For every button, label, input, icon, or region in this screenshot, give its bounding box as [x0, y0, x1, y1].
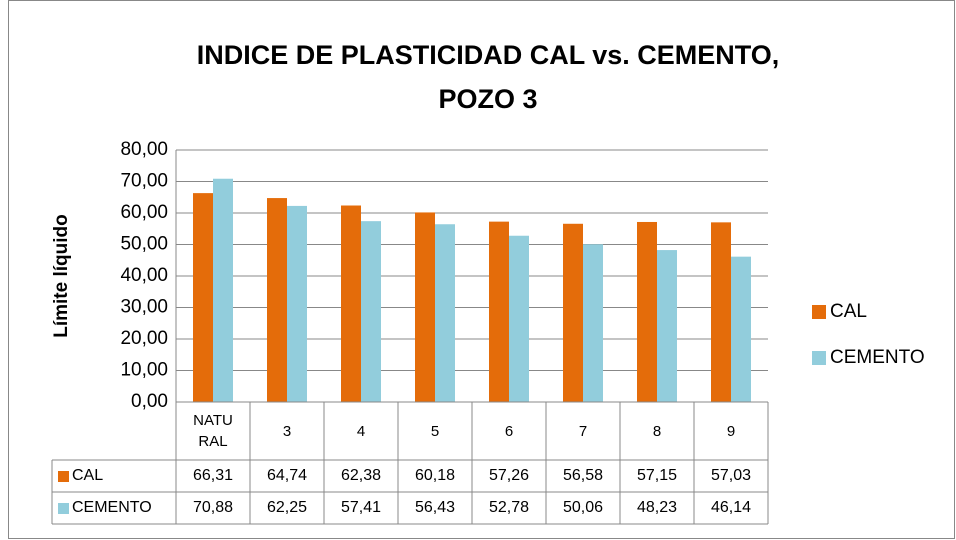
- x-tick-label: NATURAL: [193, 412, 233, 450]
- table-value: 57,41: [341, 499, 381, 516]
- table-legend-key: [58, 471, 69, 482]
- legend-label: CEMENTO: [830, 347, 925, 368]
- bar: [489, 221, 509, 402]
- chart-title: INDICE DE PLASTICIDAD CAL vs. CEMENTO,: [197, 40, 780, 70]
- y-tick-label: 0,00: [131, 391, 168, 412]
- table-row-label: CEMENTO: [72, 499, 152, 516]
- table-legend-key: [58, 503, 69, 514]
- y-tick-label: 80,00: [120, 139, 168, 160]
- x-tick-label: 3: [282, 422, 292, 440]
- x-tick-label: 7: [578, 422, 588, 440]
- bar: [435, 224, 455, 402]
- x-tick-label-box: 9: [726, 422, 736, 440]
- table-value: 57,03: [711, 467, 751, 484]
- bar: [563, 223, 583, 402]
- x-tick-label-box: 4: [356, 422, 366, 440]
- chart-border: [8, 0, 955, 539]
- x-tick-label: 6: [504, 422, 514, 440]
- bar: [193, 193, 213, 402]
- bar: [361, 221, 381, 402]
- table-value: 62,38: [341, 467, 381, 484]
- table-value: 56,43: [415, 499, 455, 516]
- table-value: 50,06: [563, 499, 603, 516]
- x-tick-label-box: NATURAL: [193, 412, 233, 450]
- chart-title: POZO 3: [438, 84, 537, 114]
- bar: [657, 250, 677, 402]
- x-tick-label-box: 7: [578, 422, 588, 440]
- y-tick-label: 70,00: [120, 171, 168, 192]
- table-value: 56,58: [563, 467, 603, 484]
- x-tick-label: 4: [356, 422, 366, 440]
- y-axis-label: Límite líquido: [51, 214, 72, 338]
- bar: [267, 198, 287, 402]
- x-tick-label: 5: [430, 422, 440, 440]
- table-value: 52,78: [489, 499, 529, 516]
- table-value: 46,14: [711, 499, 751, 516]
- y-tick-label: 50,00: [120, 234, 168, 255]
- legend-label: CAL: [830, 301, 867, 322]
- table-value: 48,23: [637, 499, 677, 516]
- bar: [415, 212, 435, 402]
- x-tick-label-box: 3: [282, 422, 292, 440]
- table-value: 57,26: [489, 467, 529, 484]
- table-value: 62,25: [267, 499, 307, 516]
- bar: [583, 244, 603, 402]
- table-row-label: CAL: [72, 467, 103, 484]
- x-tick-label-box: 6: [504, 422, 514, 440]
- bar: [731, 256, 751, 402]
- bar: [213, 178, 233, 402]
- table-value: 66,31: [193, 467, 233, 484]
- y-tick-label: 30,00: [120, 297, 168, 318]
- x-tick-label: 9: [726, 422, 736, 440]
- y-tick-label: 20,00: [120, 328, 168, 349]
- x-tick-label-box: 5: [430, 422, 440, 440]
- bar: [711, 222, 731, 402]
- x-tick-label-box: 8: [652, 422, 662, 440]
- bar: [287, 205, 307, 402]
- legend-key: [812, 351, 826, 365]
- y-tick-label: 60,00: [120, 202, 168, 223]
- x-tick-label: 8: [652, 422, 662, 440]
- table-value: 60,18: [415, 467, 455, 484]
- legend-key: [812, 305, 826, 319]
- table-value: 70,88: [193, 499, 233, 516]
- table-value: 57,15: [637, 467, 677, 484]
- bar: [509, 235, 529, 402]
- y-tick-label: 10,00: [120, 360, 168, 381]
- bar: [341, 205, 361, 402]
- y-tick-label: 40,00: [120, 265, 168, 286]
- table-value: 64,74: [267, 467, 307, 484]
- bar: [637, 221, 657, 402]
